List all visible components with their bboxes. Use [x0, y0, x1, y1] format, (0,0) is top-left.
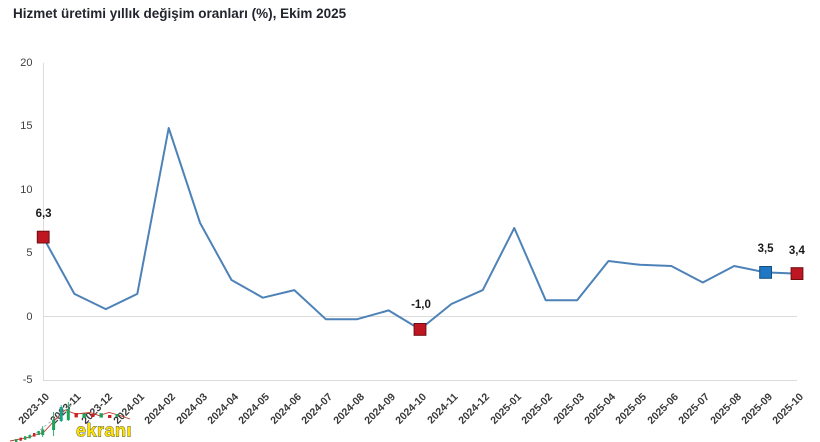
svg-text:ekranı: ekranı: [76, 420, 132, 440]
